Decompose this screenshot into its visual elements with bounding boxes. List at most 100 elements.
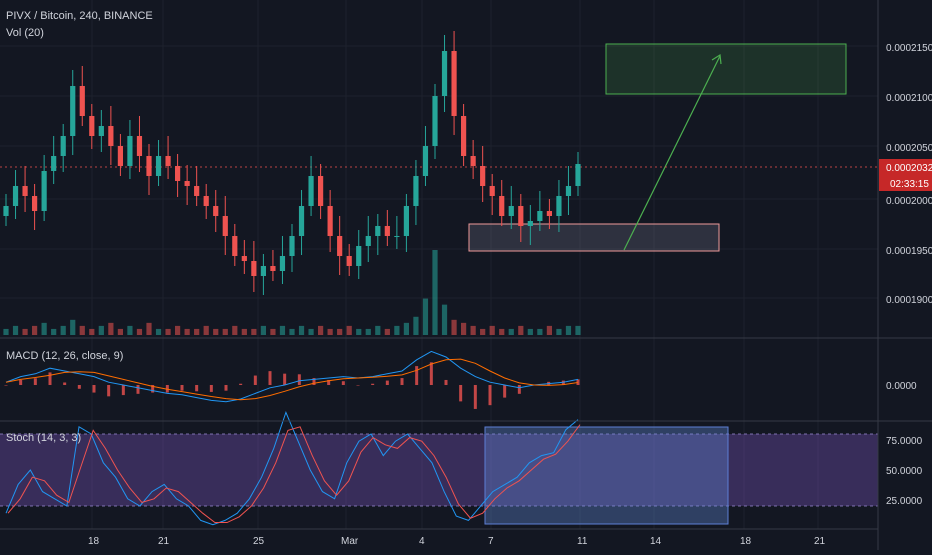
- time-tick: 7: [488, 536, 494, 547]
- macd-histogram-bar: [253, 375, 257, 385]
- macd-histogram-bar: [517, 385, 521, 394]
- candle-body: [346, 256, 352, 266]
- volume-bar: [70, 319, 76, 335]
- arrow-head-icon: [711, 53, 722, 65]
- candle-body: [98, 126, 104, 136]
- macd-histogram-bar: [151, 385, 155, 393]
- stoch-highlight-box[interactable]: [484, 426, 729, 525]
- volume-bar: [279, 325, 286, 335]
- candle-body: [375, 226, 381, 236]
- volume-bar: [175, 325, 181, 335]
- stoch-d-line: [7, 424, 581, 524]
- stoch-legend[interactable]: Stoch (14, 3, 3): [6, 432, 81, 444]
- candle-body: [403, 206, 409, 236]
- volume-bar: [12, 325, 19, 335]
- macd-histogram-bar: [371, 383, 375, 385]
- volume-bar: [251, 328, 257, 335]
- macd-histogram-bar: [33, 378, 37, 385]
- macd-histogram-bar: [180, 385, 184, 391]
- price-tick: 0.0002050: [886, 143, 932, 154]
- candle-body: [12, 186, 19, 206]
- candle-body: [337, 236, 343, 256]
- candle-body: [565, 186, 572, 196]
- volume-bar: [508, 328, 514, 335]
- macd-legend[interactable]: MACD (12, 26, close, 9): [6, 350, 123, 362]
- volume-bar: [413, 316, 419, 335]
- candle-body: [232, 236, 238, 256]
- symbol-legend[interactable]: PIVX / Bitcoin, 240, BINANCE: [6, 10, 153, 22]
- volume-bar: [318, 325, 324, 335]
- volume-bar: [422, 298, 429, 335]
- candle-body: [32, 196, 38, 211]
- candle-body: [508, 206, 514, 216]
- volume-bar: [375, 325, 381, 335]
- stoch-axis-tick: 25.0000: [886, 496, 923, 507]
- volume-bar: [527, 328, 533, 335]
- time-axis[interactable]: 18 21 25 Mar 4 7 11 14 18 21: [88, 536, 826, 547]
- target-zone-box[interactable]: [605, 43, 847, 95]
- candle-body: [3, 206, 9, 216]
- volume-series: [3, 250, 581, 335]
- price-tick: 0.0001900: [886, 295, 932, 306]
- stoch-axis-tick: 75.0000: [886, 436, 923, 447]
- volume-bar: [194, 328, 200, 335]
- volume-bar: [327, 328, 333, 335]
- candle-body: [451, 51, 457, 116]
- macd-histogram-bar: [107, 385, 111, 397]
- stoch-axis-tick: 50.0000: [886, 466, 923, 477]
- candle-body: [270, 266, 276, 271]
- volume-bar: [270, 328, 276, 335]
- time-tick: 18: [88, 536, 100, 547]
- macd-histogram-bar: [224, 385, 228, 391]
- volume-bar: [51, 328, 57, 335]
- price-axis[interactable]: 0.0002150 0.0002100 0.0002050 0.0002000 …: [886, 43, 932, 306]
- candle-body: [441, 51, 448, 96]
- volume-legend[interactable]: Vol (20): [6, 27, 44, 39]
- projection-arrow-line[interactable]: [623, 55, 721, 251]
- volume-bar: [41, 322, 47, 335]
- candle-body: [480, 166, 486, 186]
- candle-body: [413, 176, 419, 206]
- candle-body: [289, 236, 295, 256]
- candlestick-series[interactable]: [3, 31, 581, 295]
- time-tick: 21: [814, 536, 826, 547]
- macd-histogram-bar: [92, 385, 96, 393]
- macd-histogram-bar: [488, 385, 492, 406]
- volume-bar: [22, 328, 28, 335]
- candle-body: [175, 166, 181, 181]
- macd-histogram-bar: [239, 383, 243, 385]
- candle-body: [117, 146, 123, 166]
- macd-histogram-bar: [400, 378, 404, 385]
- candle-body: [518, 206, 524, 226]
- candle-body: [194, 186, 200, 196]
- volume-bar: [546, 325, 552, 335]
- volume-bar: [232, 325, 238, 335]
- candle-body: [260, 266, 266, 276]
- macd-axis-tick: 0.0000: [886, 381, 917, 392]
- support-zone-box[interactable]: [468, 223, 720, 252]
- volume-bar: [203, 325, 209, 335]
- candle-body: [213, 206, 219, 216]
- macd-histogram-bar: [327, 379, 331, 385]
- candle-body: [499, 196, 505, 216]
- volume-bar: [384, 328, 390, 335]
- volume-bar: [337, 328, 343, 335]
- candle-body: [127, 136, 133, 166]
- candle-body: [461, 116, 467, 156]
- volume-bar: [575, 325, 581, 335]
- time-tick: 21: [158, 536, 170, 547]
- candle-body: [155, 156, 162, 176]
- price-tick: 0.0002150: [886, 43, 932, 54]
- price-tick: 0.0001950: [886, 246, 932, 257]
- volume-bar: [165, 328, 171, 335]
- volume-bar: [98, 325, 104, 335]
- macd-histogram-bar: [444, 379, 448, 385]
- candle-body: [136, 136, 143, 156]
- candle-body: [22, 186, 28, 196]
- candle-body: [327, 206, 333, 236]
- macd-histogram-bar: [415, 366, 419, 385]
- time-tick: 25: [253, 536, 265, 547]
- macd-histogram-bar: [48, 372, 52, 385]
